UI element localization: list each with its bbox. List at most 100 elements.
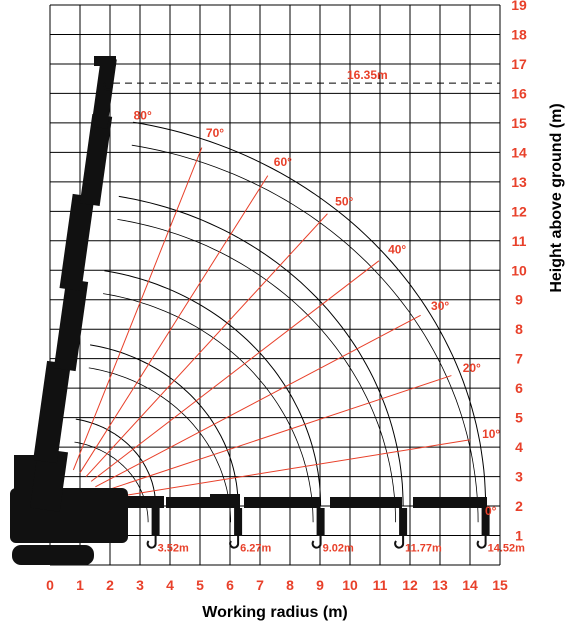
hook-icon (103, 70, 113, 91)
hook-arc (103, 293, 314, 523)
boom-segment (33, 360, 71, 464)
y-tick-label: 2 (515, 498, 523, 514)
y-tick-label: 3 (515, 469, 523, 485)
radius-label: 3.52m (158, 543, 189, 555)
hook-icon (311, 536, 322, 549)
radius-arc (133, 121, 487, 507)
x-tick-label: 8 (286, 577, 294, 593)
angle-label: 30° (431, 299, 449, 313)
y-tick-label: 13 (511, 174, 527, 190)
radius-label: 9.02m (323, 543, 354, 555)
y-tick-label: 4 (515, 439, 523, 455)
x-tick-label: 1 (76, 577, 84, 593)
angle-label: 10° (482, 427, 500, 441)
hook-icon (476, 536, 487, 549)
y-axis-title: Height above ground (m) (548, 103, 565, 292)
crane-track (12, 545, 94, 565)
radius-label: 11.77m (405, 543, 442, 555)
angle-label: 50° (335, 194, 353, 208)
boom-segment (210, 494, 240, 508)
y-tick-label: 7 (515, 351, 523, 367)
boom-segment (166, 497, 226, 508)
y-tick-label: 6 (515, 380, 523, 396)
radius-label: 14.52m (488, 543, 526, 555)
grid (49, 4, 501, 566)
hook-icon (146, 536, 157, 549)
boom-segment (244, 497, 320, 508)
y-tick-label: 8 (515, 321, 523, 337)
x-tick-label: 5 (196, 577, 204, 593)
x-tick-labels: 0 1 2 3 4 5 6 7 8 9 10 11 12 13 14 15 (46, 577, 508, 593)
angle-line (95, 314, 421, 488)
boom-tip (94, 56, 116, 66)
boom-segment (53, 278, 89, 372)
y-tick-label: 10 (511, 262, 527, 278)
x-tick-label: 2 (106, 577, 114, 593)
hook-arc (117, 219, 396, 523)
hook-block (234, 508, 243, 536)
boom-segment (59, 193, 95, 292)
angle-line (72, 147, 203, 471)
angle-label: 0° (485, 504, 497, 518)
boom-segment (91, 57, 117, 129)
y-tick-label: 9 (515, 292, 523, 308)
x-tick-label: 10 (342, 577, 358, 593)
angle-label: 20° (463, 361, 481, 375)
y-tick-label: 11 (512, 233, 527, 249)
angle-label: 70° (206, 126, 224, 140)
hook-icon (229, 536, 240, 549)
angle-line (79, 175, 269, 474)
x-tick-label: 14 (462, 577, 478, 593)
x-tick-label: 9 (316, 577, 324, 593)
hook-block (399, 508, 408, 536)
angle-label: 40° (388, 243, 406, 257)
hook-block (481, 508, 490, 536)
angle-lines (72, 147, 471, 500)
y-tick-label: 1 (515, 528, 523, 544)
y-tick-label: 16 (511, 85, 527, 101)
x-tick-label: 13 (432, 577, 448, 593)
boom-segment (29, 448, 69, 512)
hook-arc (88, 367, 231, 523)
y-tick-label: 17 (511, 56, 527, 72)
angle-line (100, 439, 471, 500)
y-tick-label: 18 (511, 26, 527, 42)
x-tick-label: 15 (492, 577, 508, 593)
hook-icon (394, 536, 405, 549)
x-tick-label: 0 (46, 577, 54, 593)
hook-block (151, 508, 160, 536)
x-tick-label: 11 (373, 577, 388, 593)
radius-labels: 3.52m 6.27m 9.02m 11.77m 14.52m (158, 543, 526, 555)
angle-line (98, 375, 452, 494)
angle-labels: 80° 70° 60° 50° 40° 30° 20° 10° 0° (134, 108, 501, 517)
angle-line (85, 213, 328, 477)
crane-silhouette (10, 56, 490, 565)
crane-body (10, 488, 128, 543)
x-tick-label: 6 (226, 577, 234, 593)
angle-label: 80° (134, 108, 152, 122)
boom-segment (330, 497, 402, 508)
x-tick-label: 7 (256, 577, 264, 593)
angle-line (90, 260, 380, 482)
max-height-line: 16.35m (113, 68, 500, 84)
y-tick-label: 19 (511, 0, 527, 13)
x-tick-label: 12 (402, 577, 418, 593)
radius-arcs (74, 121, 487, 523)
y-tick-label: 14 (511, 144, 527, 160)
max-height-label: 16.35m (347, 68, 388, 82)
boom-segment (79, 114, 113, 206)
angle-label: 60° (274, 155, 292, 169)
boom-segment (128, 496, 164, 508)
x-tick-label: 4 (166, 577, 174, 593)
hook-arc (131, 144, 479, 523)
boom-segment (413, 497, 487, 508)
x-axis-title: Working radius (m) (202, 604, 348, 621)
y-tick-label: 12 (511, 203, 527, 219)
hook-block (316, 508, 325, 536)
y-tick-label: 15 (511, 115, 527, 131)
y-tick-label: 5 (515, 410, 523, 426)
x-tick-label: 3 (136, 577, 144, 593)
